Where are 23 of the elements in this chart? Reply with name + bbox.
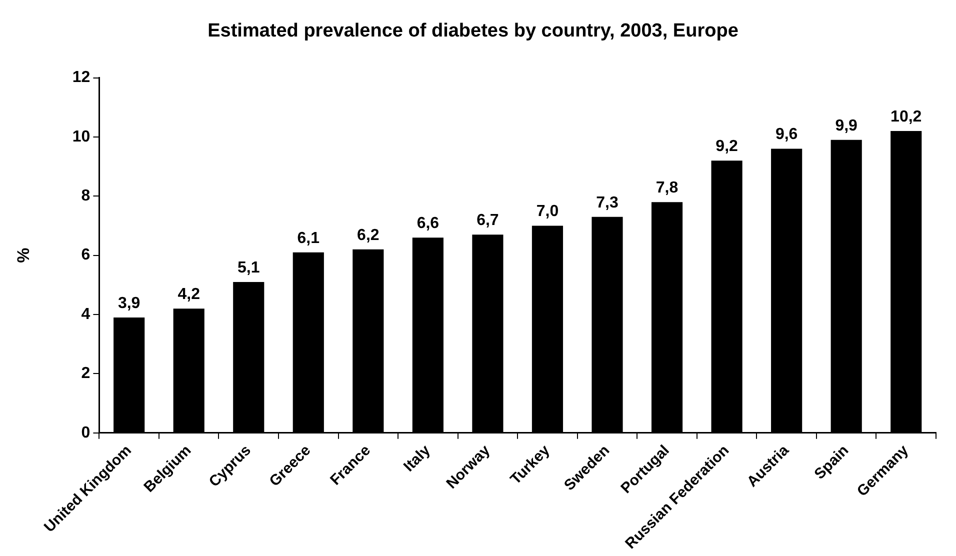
data-label: 10,2 (890, 108, 922, 126)
data-label: 9,6 (775, 126, 798, 144)
y-tick-label: 0 (81, 424, 90, 442)
y-tick-label: 2 (81, 365, 90, 382)
data-label: 7,0 (536, 203, 559, 220)
y-tick-label: 12 (72, 69, 90, 86)
data-label: 4,2 (178, 286, 200, 303)
data-label: 5,1 (238, 259, 260, 276)
y-tick-label: 4 (81, 306, 90, 323)
data-label: 9,2 (716, 138, 738, 156)
chart-title: Estimated prevalence of diabetes by country, 2003, Europe (208, 20, 738, 42)
data-label: 7,3 (596, 194, 618, 212)
data-label: 9,9 (835, 117, 858, 134)
y-tick-label: 6 (81, 246, 90, 264)
data-label: 6,2 (357, 226, 380, 244)
data-label: 6,7 (476, 212, 499, 230)
y-tick-label: 8 (81, 188, 90, 205)
y-axis-title: % (14, 248, 33, 263)
y-tick-label: 10 (72, 128, 90, 146)
data-label: 6,6 (416, 214, 440, 232)
data-label: 3,9 (118, 294, 140, 312)
data-label: 6,1 (297, 230, 320, 247)
data-label: 7,8 (656, 179, 678, 196)
